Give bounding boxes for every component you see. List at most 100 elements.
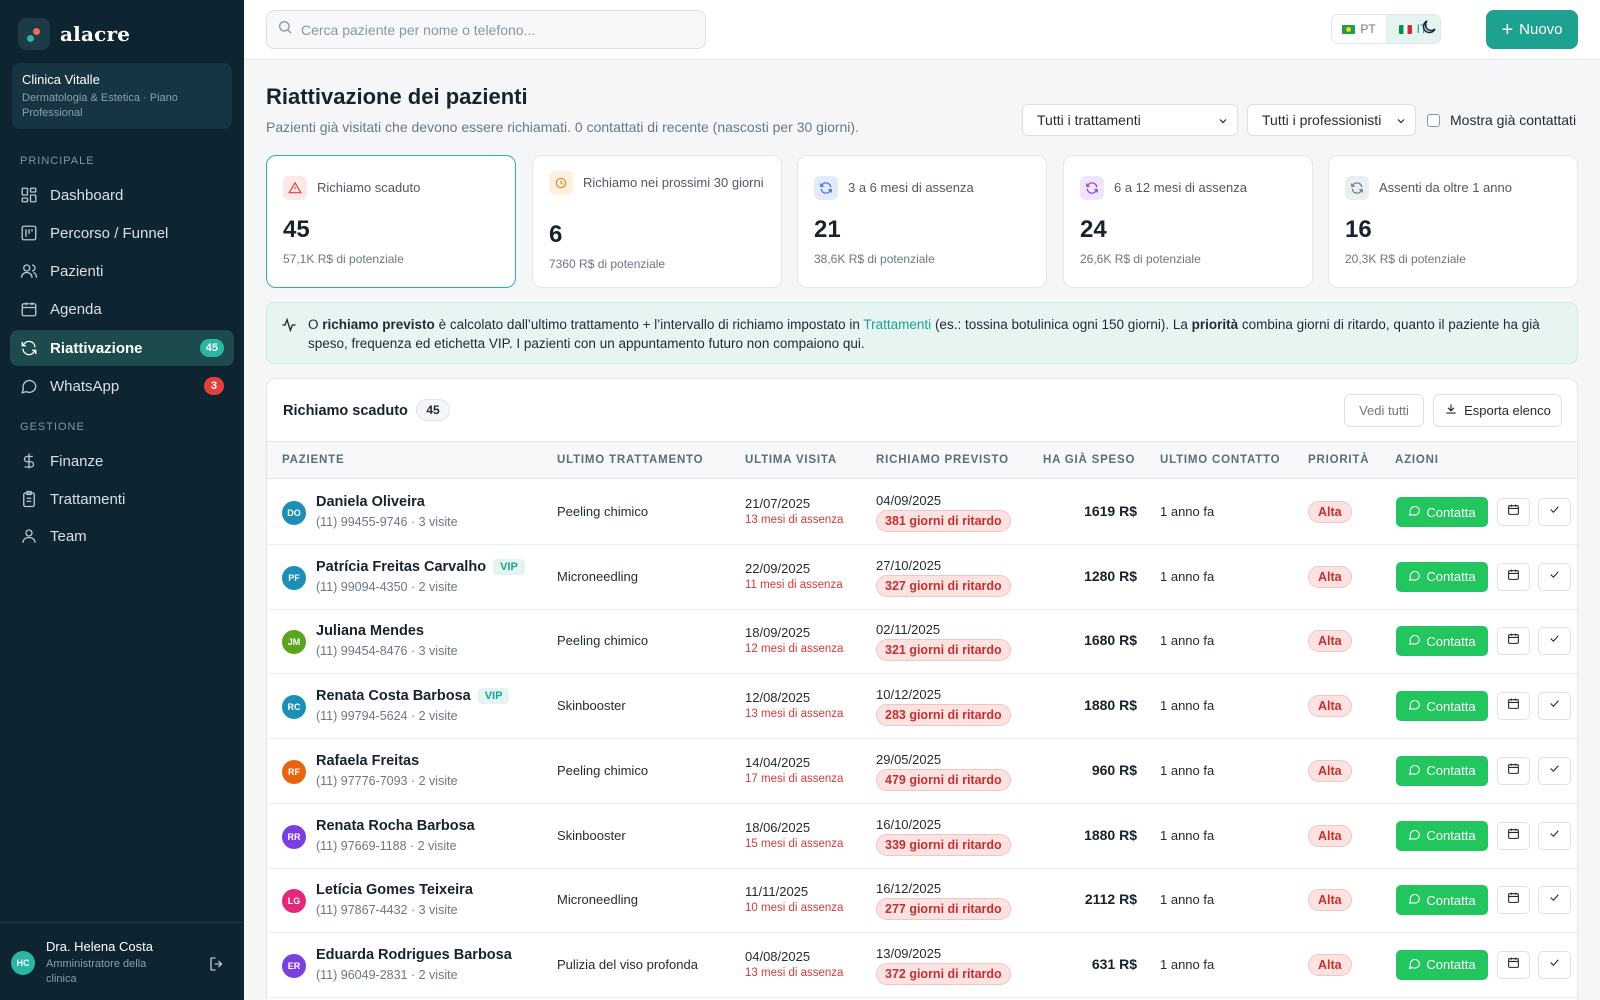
contact-button[interactable]: Contatta: [1396, 561, 1488, 592]
table-row[interactable]: LG Letícia Gomes Teixeira (11) 97867-4432 …: [267, 868, 1577, 934]
contact-button[interactable]: Contatta: [1396, 755, 1488, 786]
sidebar-item-funnel[interactable]: Percorso / Funnel: [10, 215, 234, 251]
sidebar-item-label: Finanze: [50, 452, 104, 470]
contact-label: Contatta: [1426, 763, 1476, 779]
treatment-filter-select[interactable]: Tutti i trattamenti: [1022, 104, 1238, 136]
new-button[interactable]: + Nuovo: [1486, 10, 1578, 49]
table-row[interactable]: DO Daniela Oliveira (11) 99455-9746 · 3 vi…: [267, 480, 1577, 545]
sidebar-item-trattamenti[interactable]: Trattamenti: [10, 481, 234, 517]
contact-button[interactable]: Contatta: [1396, 497, 1488, 527]
show-contacted-toggle[interactable]: Mostra già contattati: [1427, 112, 1576, 128]
priority-badge: Alta: [1308, 889, 1352, 912]
contact-label: Contatta: [1426, 633, 1476, 649]
info-banner: O richiamo previsto è calcolato dall’ult…: [266, 302, 1578, 364]
see-all-button[interactable]: Vedi tutti: [1344, 394, 1424, 427]
stat-card-6-12-months[interactable]: 6 a 12 mesi di assenza 24 26,6K R$ di po…: [1063, 155, 1313, 288]
column-header[interactable]: PAZIENTE: [282, 454, 345, 466]
search-input[interactable]: [301, 21, 691, 38]
table-row[interactable]: RF Rafaela Freitas (11) 97776-7093 · 2 vis…: [267, 739, 1577, 804]
chat-icon: [1408, 633, 1421, 649]
mark-done-button[interactable]: [1538, 821, 1571, 850]
patient-name[interactable]: Rafaela Freitas: [316, 753, 419, 769]
patient-name[interactable]: Daniela Oliveira: [316, 494, 425, 510]
sidebar-item-whatsapp[interactable]: WhatsApp 3: [10, 368, 234, 404]
search-box[interactable]: [266, 10, 706, 49]
schedule-button[interactable]: [1497, 821, 1530, 850]
mark-done-button[interactable]: [1538, 756, 1571, 785]
sidebar-item-dashboard[interactable]: Dashboard: [10, 177, 234, 213]
patient-name[interactable]: Letícia Gomes Teixeira: [316, 882, 473, 898]
sidebar-item-pazienti[interactable]: Pazienti: [10, 253, 234, 289]
column-header[interactable]: PRIORITÀ: [1308, 454, 1370, 466]
mark-done-button[interactable]: [1538, 950, 1571, 979]
contact-button[interactable]: Contatta: [1396, 691, 1488, 722]
logout-icon[interactable]: [208, 955, 226, 973]
chat-icon: [1408, 828, 1421, 844]
stat-card-overdue[interactable]: Richiamo scaduto 45 57,1K R$ di potenzia…: [266, 155, 516, 288]
patient-name[interactable]: Patrícia Freitas Carvalho VIP: [316, 558, 525, 575]
patient-name[interactable]: Juliana Mendes: [316, 623, 424, 639]
check-icon: [1548, 956, 1561, 974]
patient-name[interactable]: Eduarda Rodrigues Barbosa: [316, 947, 512, 963]
stat-card-upcoming[interactable]: Richiamo nei prossimi 30 giorni 6 7360 R…: [532, 155, 782, 288]
schedule-button[interactable]: [1497, 886, 1530, 915]
schedule-button[interactable]: [1497, 627, 1530, 656]
column-header[interactable]: RICHIAMO PREVISTO: [876, 454, 1009, 466]
sidebar-item-agenda[interactable]: Agenda: [10, 291, 234, 327]
sidebar-item-finanze[interactable]: Finanze: [10, 443, 234, 479]
stat-card-3-6-months[interactable]: 3 a 6 mesi di assenza 21 38,6K R$ di pot…: [797, 155, 1047, 288]
chat-icon: [1408, 698, 1421, 714]
table-row[interactable]: RR Renata Rocha Barbosa (11) 97669-1188 · …: [267, 804, 1577, 869]
patient-name[interactable]: Renata Rocha Barbosa: [316, 818, 475, 834]
contact-button[interactable]: Contatta: [1396, 820, 1488, 851]
stat-potential: 26,6K R$ di potenziale: [1080, 252, 1201, 266]
schedule-button[interactable]: [1497, 692, 1530, 721]
contact-button[interactable]: Contatta: [1396, 626, 1488, 657]
mark-done-button[interactable]: [1538, 562, 1571, 591]
lang-pt-button[interactable]: PT: [1332, 15, 1386, 43]
schedule-button[interactable]: [1497, 756, 1530, 785]
moon-icon[interactable]: [1420, 18, 1442, 40]
sidebar-item-riattivazione[interactable]: Riattivazione 45: [10, 330, 234, 366]
calendar-icon: [1507, 891, 1520, 909]
schedule-button[interactable]: [1497, 498, 1530, 526]
table-row[interactable]: RC Renata Costa Barbosa VIP (11) 99794-5624…: [267, 674, 1577, 740]
mark-done-button[interactable]: [1538, 692, 1571, 721]
whatsapp-count-badge: 3: [204, 377, 224, 395]
column-header[interactable]: AZIONI: [1395, 454, 1439, 466]
overdue-badge: 372 giorni di ritardo: [876, 962, 1011, 985]
column-header[interactable]: HA GIÀ SPESO: [1043, 454, 1136, 466]
column-header[interactable]: ULTIMO TRATTAMENTO: [557, 454, 704, 466]
column-header[interactable]: ULTIMA VISITA: [745, 454, 837, 466]
contact-button[interactable]: Contatta: [1396, 885, 1488, 916]
mark-done-button[interactable]: [1538, 498, 1571, 526]
sidebar-item-team[interactable]: Team: [10, 518, 234, 554]
professional-filter-select[interactable]: Tutti i professionisti: [1247, 104, 1416, 136]
export-button[interactable]: Esporta elenco: [1433, 394, 1562, 427]
stat-card-over-1-year[interactable]: Assenti da oltre 1 anno 16 20,3K R$ di p…: [1328, 155, 1578, 288]
show-contacted-checkbox[interactable]: [1427, 113, 1440, 127]
mark-done-button[interactable]: [1538, 627, 1571, 656]
clinic-switcher[interactable]: Clinica Vitalle Dermatologia & Estetica …: [12, 63, 232, 129]
lang-it-button[interactable]: IT: [1386, 15, 1440, 43]
absence-duration: 10 mesi di assenza: [745, 902, 844, 915]
mark-done-button[interactable]: [1538, 886, 1571, 915]
column-header[interactable]: ULTIMO CONTATTO: [1160, 454, 1281, 466]
brand[interactable]: alacre: [18, 18, 130, 50]
vip-badge: VIP: [477, 688, 510, 705]
treatments-link[interactable]: Trattamenti: [863, 317, 932, 332]
table-row[interactable]: ER Eduarda Rodrigues Barbosa (11) 96049-28…: [267, 933, 1577, 998]
schedule-button[interactable]: [1497, 562, 1530, 591]
clinic-plan: Dermatologia & Estetica · Piano Professi…: [22, 92, 178, 119]
contact-button[interactable]: Contatta: [1396, 949, 1488, 980]
patient-name[interactable]: Renata Costa Barbosa VIP: [316, 688, 510, 705]
table-row[interactable]: JM Juliana Mendes (11) 99454-8476 · 3 visi…: [267, 609, 1577, 675]
last-treatment: Microneedling: [557, 568, 638, 584]
table-row[interactable]: PF Patrícia Freitas Carvalho VIP (11) 99094…: [267, 545, 1577, 610]
last-treatment: Microneedling: [557, 892, 638, 908]
last-visit-date: 12/08/2025: [745, 690, 811, 706]
schedule-button[interactable]: [1497, 950, 1530, 979]
recall-date: 16/12/2025: [876, 881, 942, 897]
calendar-icon: [20, 300, 38, 318]
stat-label: Assenti da oltre 1 anno: [1379, 180, 1512, 195]
